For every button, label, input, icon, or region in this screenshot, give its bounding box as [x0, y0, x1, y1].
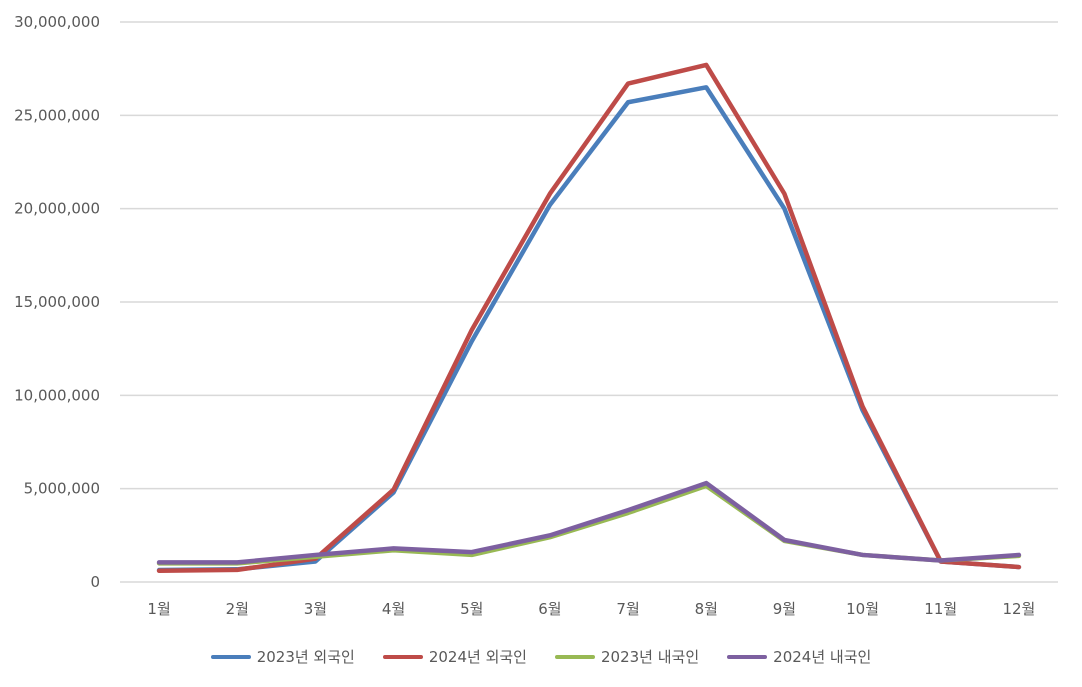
series-line-1	[156, 62, 1022, 574]
legend-label: 2024년 외국인	[428, 648, 527, 666]
x-tick-label: 9월	[773, 600, 796, 618]
legend-label: 2024년 내국인	[773, 648, 872, 666]
y-tick-label: 25,000,000	[14, 106, 100, 124]
x-tick-label: 5월	[460, 600, 483, 618]
y-tick-label: 30,000,000	[14, 13, 100, 31]
y-tick-label: 5,000,000	[24, 480, 100, 498]
x-tick-label: 12월	[1002, 600, 1035, 618]
x-tick-label: 11월	[924, 600, 957, 618]
legend-item: 2023년 내국인	[555, 646, 699, 667]
x-tick-label: 2월	[226, 600, 249, 618]
legend-swatch	[210, 654, 251, 659]
legend-swatch	[555, 654, 595, 659]
x-tick-label: 8월	[695, 600, 718, 618]
legend-label: 2023년 외국인	[256, 648, 355, 666]
y-tick-label: 20,000,000	[14, 200, 100, 218]
y-tick-label: 0	[90, 573, 100, 591]
legend-item: 2024년 내국인	[727, 646, 871, 667]
x-tick-label: 4월	[382, 600, 405, 618]
series-line-3	[156, 480, 1022, 565]
x-tick-label: 3월	[304, 600, 327, 618]
legend-swatch	[382, 654, 423, 659]
legend: 2023년 외국인 2024년 외국인 2023년 내국인 2024년 내국인	[0, 646, 1082, 667]
y-tick-label: 15,000,000	[14, 293, 100, 311]
legend-item: 2023년 외국인	[210, 646, 355, 667]
legend-swatch	[727, 654, 768, 659]
y-tick-label: 10,000,000	[14, 386, 100, 404]
series-line-0	[156, 85, 1022, 573]
legend-item: 2024년 외국인	[382, 646, 527, 667]
x-tick-label: 7월	[616, 600, 639, 618]
legend-label: 2023년 내국인	[601, 648, 700, 666]
x-tick-label: 1월	[147, 600, 170, 618]
plot-area: 0 5,000,000 10,000,000 15,000,000 20,000,000…	[14, 13, 1058, 618]
x-tick-label: 10월	[846, 600, 879, 618]
x-tick-label: 6월	[538, 600, 561, 618]
